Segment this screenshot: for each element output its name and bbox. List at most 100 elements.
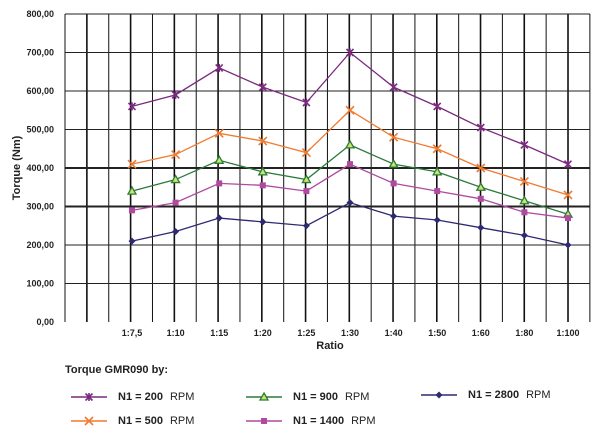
data-point xyxy=(127,102,137,111)
legend-marker xyxy=(84,392,94,402)
data-point xyxy=(126,185,138,195)
data-point xyxy=(475,181,486,191)
x-tick-label: 1:10 xyxy=(167,328,185,338)
data-point xyxy=(565,215,571,222)
x-tick-label: 1:40 xyxy=(385,328,403,338)
y-tick-label: 400,00 xyxy=(26,163,54,173)
data-point xyxy=(170,174,181,184)
data-point xyxy=(477,195,484,202)
data-point xyxy=(259,182,266,189)
legend-marker xyxy=(258,391,270,401)
legend-label: N1 = 2800 xyxy=(468,389,520,401)
data-point xyxy=(303,188,310,195)
y-tick-label: 500,00 xyxy=(26,125,54,135)
legend-label: N1 = 200 xyxy=(118,391,163,403)
data-point xyxy=(129,207,135,214)
x-tick-label: 1:100 xyxy=(556,328,579,338)
square-marker-icon xyxy=(246,418,282,424)
data-point xyxy=(214,128,224,138)
legend-unit: RPM xyxy=(169,415,195,427)
data-point xyxy=(390,180,397,187)
star-marker-icon xyxy=(71,392,107,402)
data-point xyxy=(128,237,136,245)
legend-label: N1 = 900 xyxy=(293,391,338,403)
x-tick-label: 1:60 xyxy=(472,328,490,338)
y-tick-label: 300,00 xyxy=(26,202,54,212)
data-point xyxy=(258,136,268,146)
data-point xyxy=(171,90,180,99)
data-point xyxy=(171,149,181,160)
x-marker-icon xyxy=(71,416,107,426)
legend-item: N1 = 200 RPM xyxy=(70,391,194,403)
x-tick-label: 1:7,5 xyxy=(122,328,143,338)
data-point xyxy=(477,224,485,232)
legend-item: N1 = 900 RPM xyxy=(245,391,369,403)
x-tick-label: 1:50 xyxy=(428,328,446,338)
data-point xyxy=(257,166,268,176)
data-point xyxy=(346,199,354,207)
data-point xyxy=(301,174,312,184)
legend-unit: RPM xyxy=(344,391,370,403)
x-tick-label: 1:30 xyxy=(341,328,359,338)
data-point xyxy=(434,188,441,195)
legend-unit: RPM xyxy=(169,391,195,403)
data-point xyxy=(344,139,356,149)
data-point xyxy=(388,158,399,168)
data-point xyxy=(432,166,443,176)
plot-area: 0,00 100,00 200,00 300,00 400,00 500,00 600,00… xyxy=(11,9,591,350)
legend-label: N1 = 1400 xyxy=(293,415,345,427)
data-point xyxy=(302,222,310,230)
data-point xyxy=(172,199,179,206)
triangle-marker-icon xyxy=(246,391,282,401)
legend-item: N1 = 2800 RPM xyxy=(420,389,551,401)
data-point xyxy=(563,190,573,200)
legend-marker xyxy=(435,391,443,399)
legend-item: N1 = 1400 RPM xyxy=(245,415,376,427)
data-point xyxy=(345,105,355,115)
data-point xyxy=(302,98,311,107)
legend-item: N1 = 500 RPM xyxy=(70,415,194,427)
x-tick-label: 1:25 xyxy=(297,328,315,338)
y-tick-label: 800,00 xyxy=(26,9,54,19)
x-tick-label: 1:80 xyxy=(515,328,533,338)
data-point xyxy=(214,154,225,164)
data-point xyxy=(259,218,267,226)
legend-marker xyxy=(261,418,267,424)
data-point xyxy=(519,176,529,187)
data-point xyxy=(389,83,398,92)
data-point xyxy=(215,214,223,222)
data-point xyxy=(215,63,224,72)
legend-unit: RPM xyxy=(351,415,376,427)
data-point xyxy=(347,161,353,168)
y-tick-label: 100,00 xyxy=(26,279,54,289)
x-axis-label: Ratio xyxy=(316,340,344,350)
data-point xyxy=(345,48,355,57)
data-point xyxy=(258,83,267,92)
legend-label: N1 = 500 xyxy=(118,415,163,427)
y-tick-label: 0,00 xyxy=(36,317,54,327)
data-point xyxy=(520,140,529,149)
x-tick-label: 1:20 xyxy=(254,328,272,338)
data-point xyxy=(127,159,137,169)
diamond-marker-icon xyxy=(421,391,457,399)
data-point xyxy=(563,160,573,169)
data-point xyxy=(172,228,180,236)
legend-unit: RPM xyxy=(526,389,551,401)
y-tick-label: 600,00 xyxy=(26,86,54,96)
data-point xyxy=(216,180,223,187)
data-point xyxy=(432,144,442,154)
data-point xyxy=(390,212,398,220)
y-axis-label: Torque (Nm) xyxy=(11,135,23,200)
data-point xyxy=(433,216,441,224)
data-point xyxy=(519,195,530,205)
data-point xyxy=(520,231,528,239)
data-point xyxy=(433,102,442,111)
y-tick-label: 700,00 xyxy=(26,48,54,58)
data-point xyxy=(521,209,528,216)
data-point xyxy=(476,163,486,173)
legend-marker xyxy=(84,416,94,426)
y-tick-label: 200,00 xyxy=(26,240,54,250)
x-tick-label: 1:15 xyxy=(210,328,228,338)
data-point xyxy=(301,148,311,158)
